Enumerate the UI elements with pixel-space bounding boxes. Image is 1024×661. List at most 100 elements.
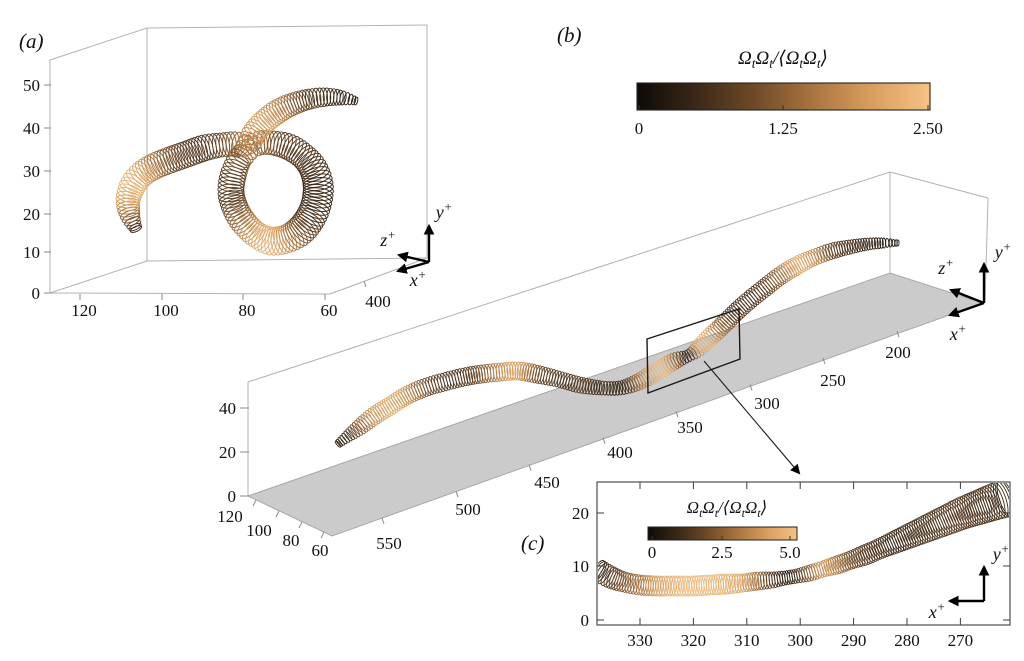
tube-ring — [938, 505, 955, 535]
tube-ring — [911, 519, 926, 545]
tube-ring — [349, 424, 361, 438]
tick-label: 290 — [841, 631, 867, 650]
tube-ring — [731, 573, 740, 594]
tube-ring — [263, 104, 281, 127]
tube-ring — [501, 362, 509, 382]
tube-ring — [630, 573, 639, 595]
tube-ring — [940, 504, 958, 534]
tube-ring — [619, 380, 627, 395]
tube-ring — [709, 323, 724, 339]
tube-ring — [730, 303, 745, 318]
tube-ring — [301, 169, 332, 185]
tube-ring — [403, 386, 414, 404]
tube-ring — [934, 508, 950, 536]
tube-ring — [266, 102, 283, 125]
tube-ring — [370, 406, 383, 423]
tick-label: 40 — [23, 119, 40, 138]
tick-mark — [749, 384, 753, 391]
tube-ring — [913, 518, 929, 544]
tube-ring — [614, 380, 621, 396]
tick-label: 2.50 — [913, 119, 943, 138]
tube-ring — [818, 560, 828, 578]
tube-ring — [182, 140, 198, 166]
tube-ring — [596, 380, 603, 396]
tube-ring — [722, 310, 738, 326]
tube-ring — [295, 209, 324, 230]
axis-label-z: z+ — [937, 256, 954, 278]
tube-ring — [821, 559, 830, 577]
tube-ring — [585, 378, 592, 395]
tube-ring — [717, 316, 732, 331]
tube-ring — [132, 163, 152, 185]
tube-ring — [676, 575, 685, 597]
tube-ring — [900, 525, 914, 549]
tube-ring — [339, 435, 348, 445]
tube-ring — [343, 430, 353, 442]
tick-label: 550 — [376, 534, 402, 553]
tick-label: 30 — [23, 162, 40, 181]
tube-ring — [810, 249, 820, 265]
tube-ring — [947, 501, 965, 531]
panel-c: 330 320 310 300 290 280 270 20 10 0 ΩtΩt/⟨ΩtΩt⟩ 0 2.… — [521, 481, 1011, 650]
tube-ring — [658, 575, 667, 597]
tube-ring — [849, 239, 856, 254]
tube-ring — [280, 224, 298, 252]
tube-ring — [860, 238, 866, 252]
tube-ring — [290, 142, 311, 166]
tube-ring — [308, 88, 319, 109]
tube-ring — [281, 134, 297, 160]
tube-ring — [599, 380, 605, 396]
tube-ring — [218, 192, 246, 206]
tube-ring — [302, 180, 334, 195]
tube-ring — [298, 155, 324, 175]
tube-ring — [757, 571, 765, 591]
colorbar-b-title: ΩtΩt/⟨ΩtΩt⟩ — [738, 48, 828, 71]
tube-ring — [823, 559, 832, 577]
tube-ring — [298, 204, 327, 224]
tube-ring — [773, 267, 787, 285]
tube-ring — [741, 573, 750, 593]
tube-ring — [785, 260, 798, 278]
box-edge — [49, 260, 148, 294]
tube-ring — [241, 127, 265, 143]
tube-ring — [498, 362, 506, 382]
tube-ring — [302, 183, 334, 198]
tube-ring — [353, 96, 359, 106]
tube-ring — [388, 394, 401, 412]
tick-mark — [363, 280, 367, 288]
tube-ring — [267, 130, 279, 156]
tube-ring — [813, 247, 823, 264]
tick-label: 20 — [23, 205, 40, 224]
tube-ring — [291, 215, 317, 239]
tube-ring — [495, 362, 503, 382]
tube-ring — [902, 524, 917, 548]
tube-ring — [868, 237, 874, 250]
tube-ring — [297, 207, 325, 227]
tube-ring — [218, 176, 246, 189]
box-edge — [49, 292, 331, 295]
tube-ring — [822, 244, 831, 261]
tube-ring — [895, 527, 909, 551]
tube-ring — [319, 87, 329, 107]
tube-ring — [460, 367, 468, 387]
tube-ring — [273, 226, 287, 255]
tube-ring — [720, 573, 729, 595]
tube-ring — [220, 197, 247, 212]
tube-ring — [506, 361, 514, 381]
tick-label: 0 — [648, 543, 657, 562]
tube-ring — [839, 553, 849, 572]
tube-ring — [790, 257, 802, 275]
tube-ring — [751, 571, 760, 591]
tube-ring — [248, 223, 266, 247]
zoom-rectangle — [646, 308, 741, 394]
tube-ring — [227, 207, 252, 225]
tube-ring — [879, 237, 884, 249]
tube-ring — [949, 499, 967, 530]
tick-label: 60 — [312, 541, 329, 560]
tube-ring — [225, 204, 250, 222]
tube-ring — [844, 240, 851, 255]
